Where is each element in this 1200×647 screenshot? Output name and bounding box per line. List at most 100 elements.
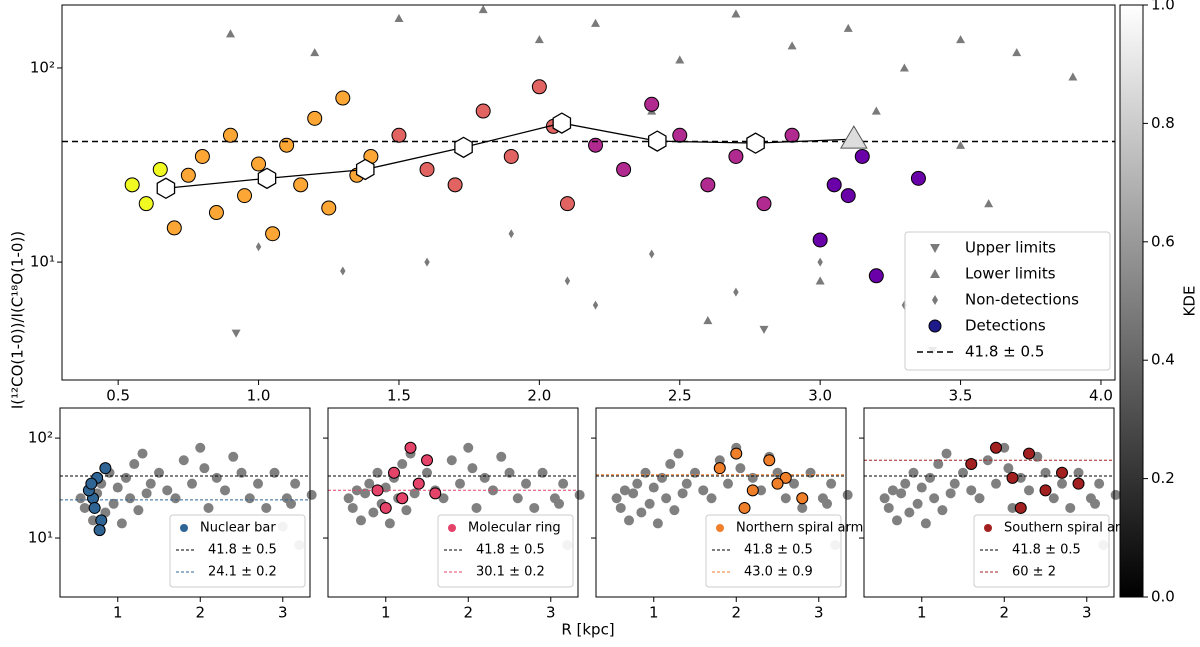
background-point (178, 455, 189, 466)
point (95, 514, 108, 527)
background-point (306, 489, 317, 500)
background-point (780, 493, 791, 504)
background-point (529, 502, 540, 513)
background-point (455, 478, 466, 489)
background-point (673, 448, 684, 459)
x-tick-label: 3 (814, 604, 824, 622)
point (588, 137, 604, 153)
point (421, 454, 434, 467)
x-tick-label: 3.5 (949, 387, 973, 405)
point (713, 462, 726, 475)
background-point (887, 485, 898, 496)
background-point (368, 507, 379, 518)
point (371, 484, 384, 497)
legend-box (973, 514, 1110, 588)
point (225, 29, 235, 38)
background-point (137, 448, 148, 459)
point (648, 249, 655, 259)
background-point (982, 455, 993, 466)
background-point (892, 515, 903, 526)
background-point (925, 472, 936, 483)
point (910, 170, 926, 186)
background-point (937, 505, 948, 516)
colorbar (1119, 4, 1144, 598)
background-point (756, 485, 767, 496)
legend-label: Non-detections (965, 291, 1079, 309)
background-point (141, 488, 152, 499)
point (840, 188, 856, 204)
background-point (199, 463, 210, 474)
background-point (108, 498, 119, 509)
background-point (1090, 498, 1101, 509)
background-point (797, 502, 808, 513)
legend-marker (932, 295, 938, 305)
point (412, 477, 425, 490)
point (255, 242, 262, 252)
background-point (896, 488, 907, 499)
background-point (521, 478, 532, 489)
point (784, 127, 800, 143)
x-tick-label: 0.5 (106, 387, 130, 405)
background-point (463, 442, 474, 453)
background-point (504, 467, 515, 478)
x-tick-label: 2 (195, 604, 205, 622)
background-point (512, 493, 523, 504)
point (447, 177, 463, 193)
background-point (974, 493, 985, 504)
background-point (1024, 485, 1035, 496)
x-tick-label: 3 (546, 604, 556, 622)
background-point (286, 498, 297, 509)
point (559, 196, 575, 212)
binned-point (156, 177, 176, 200)
background-point (619, 485, 630, 496)
background-point (79, 502, 90, 513)
background-point (628, 488, 639, 499)
background-point (253, 478, 264, 489)
point (152, 161, 168, 177)
plot-frame (595, 407, 847, 598)
point (340, 266, 346, 276)
point (728, 148, 744, 164)
legend-label: 41.8 ± 0.5 (744, 543, 813, 558)
legend-label: Molecular ring (468, 521, 561, 536)
point (826, 177, 842, 193)
background-point (162, 485, 173, 496)
background-point (681, 478, 692, 489)
background-point (558, 478, 569, 489)
background-point (351, 485, 362, 496)
point (984, 199, 994, 208)
background-point (632, 478, 643, 489)
background-point (121, 472, 132, 483)
legend-label: 60 ± 2 (1012, 565, 1056, 580)
legend-label: Southern spiral arm (1004, 521, 1133, 536)
point (335, 90, 351, 106)
background-point (574, 489, 585, 500)
background-point (116, 518, 127, 529)
x-tick-label: 3 (1082, 604, 1092, 622)
point (404, 441, 417, 454)
background-point (644, 498, 655, 509)
point (956, 140, 966, 149)
legend-box (437, 514, 574, 588)
point (388, 466, 401, 479)
point (424, 257, 430, 267)
background-point (1065, 502, 1076, 513)
background-point (170, 493, 181, 504)
point (763, 454, 776, 467)
plot-frame (59, 407, 311, 598)
point (787, 41, 797, 50)
background-point (945, 488, 956, 499)
binned-limit (839, 125, 868, 149)
background-point (735, 463, 746, 474)
x-tick-label: 4.0 (1089, 387, 1113, 405)
binned-line (165, 122, 854, 189)
background-point (1110, 489, 1121, 500)
plot-frame (61, 4, 1116, 381)
point (93, 524, 106, 537)
background-point (129, 459, 140, 470)
background-point (479, 472, 490, 483)
background-point (1003, 463, 1014, 474)
legend-marker (180, 524, 188, 532)
background-point (356, 515, 367, 526)
